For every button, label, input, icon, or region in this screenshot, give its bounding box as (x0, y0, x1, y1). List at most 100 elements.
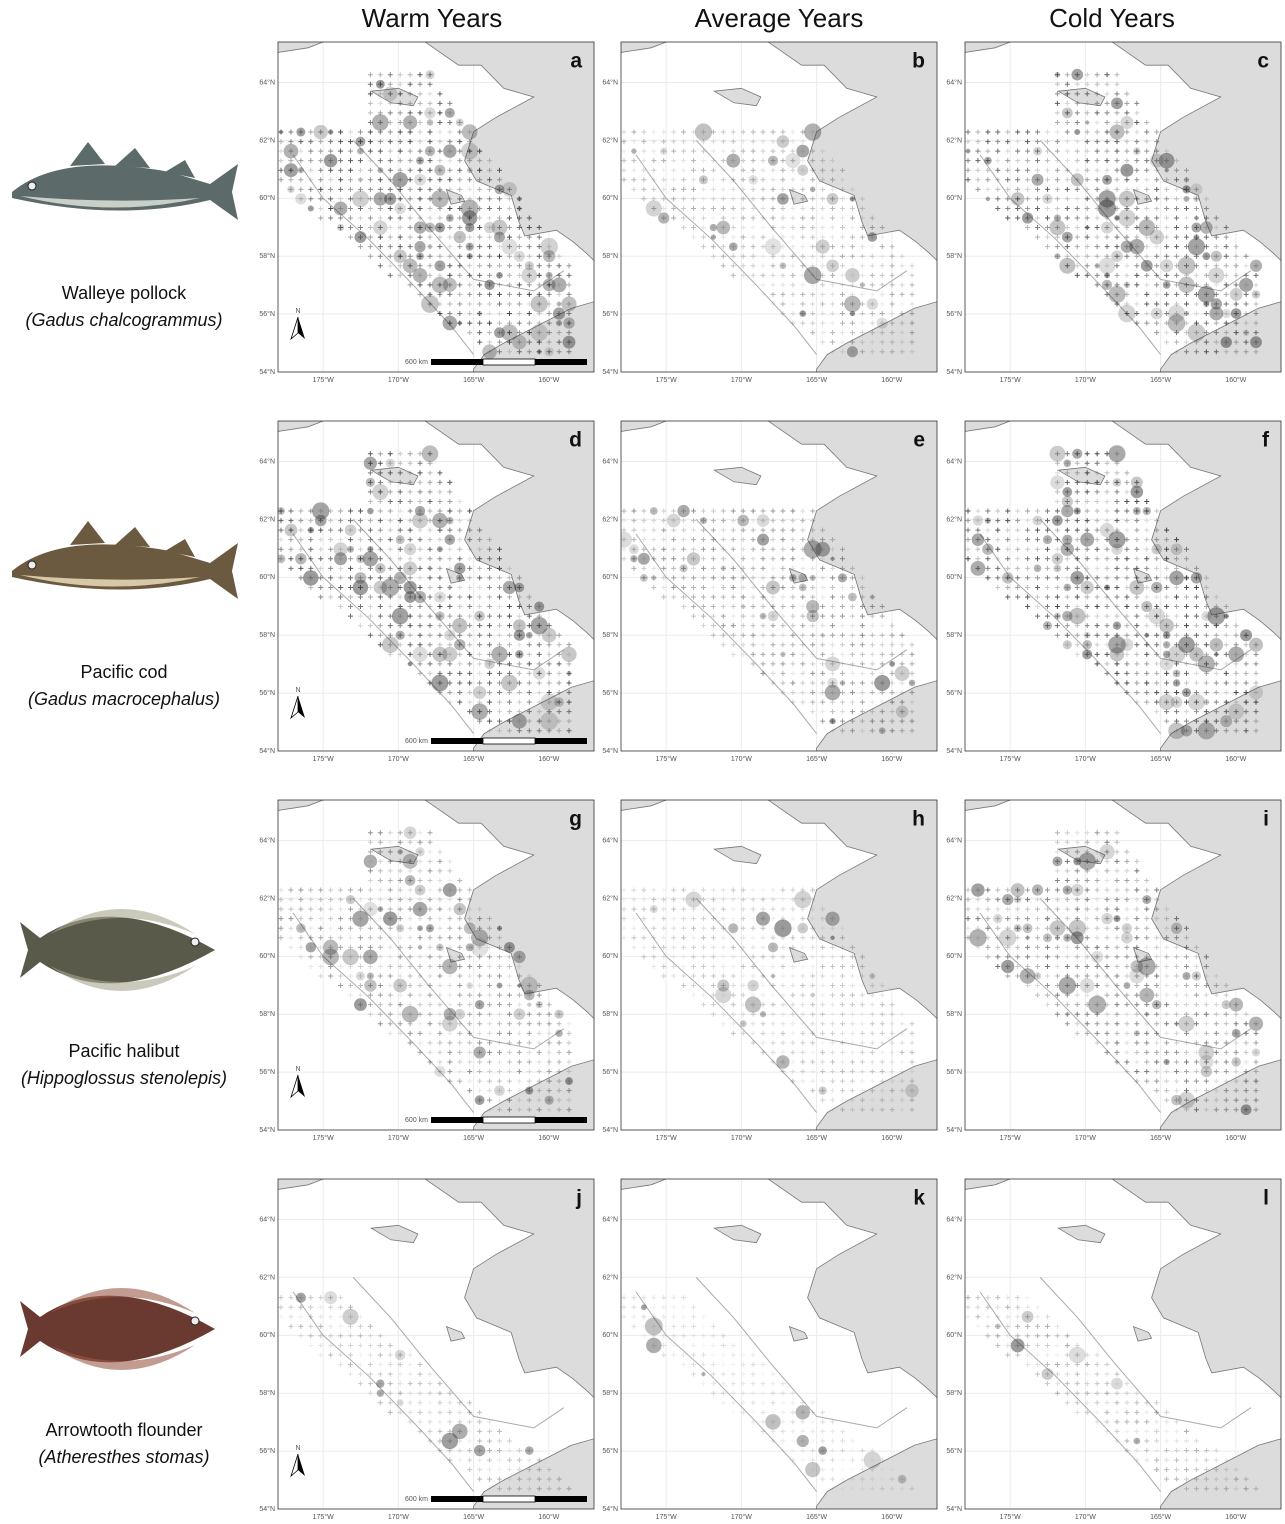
catch-circle (710, 224, 717, 231)
lat-tick-label: 60°N (602, 573, 618, 581)
lat-tick-label: 62°N (602, 136, 618, 144)
catch-circle (396, 924, 404, 932)
catch-circle (364, 855, 377, 868)
catch-circle (1054, 214, 1061, 221)
catch-circle (726, 154, 740, 168)
lat-tick-label: 64°N (602, 78, 618, 86)
catch-circle (1020, 968, 1036, 984)
catch-circle (432, 513, 447, 528)
catch-circle (1178, 636, 1195, 653)
catch-circle (1054, 253, 1060, 259)
catch-circle (377, 906, 383, 912)
catch-circle (711, 235, 716, 240)
catch-circle (1163, 281, 1171, 289)
catch-circle (1174, 1022, 1178, 1026)
catch-circle (780, 262, 787, 269)
catch-circle (501, 675, 518, 692)
catch-circle (982, 544, 993, 555)
catch-circle (1221, 336, 1232, 347)
north-label: N (295, 308, 300, 315)
catch-circle (1198, 286, 1215, 303)
catch-circle (1173, 670, 1181, 678)
catch-circle (517, 196, 522, 201)
catch-circle (363, 950, 378, 965)
catch-circle (557, 301, 562, 306)
catch-circle (466, 243, 474, 251)
catch-circle (563, 336, 576, 349)
catch-circle (1250, 336, 1262, 348)
catch-circle (494, 1085, 505, 1096)
catch-circle (1138, 958, 1156, 976)
catch-circle (1133, 507, 1141, 515)
lat-tick-label: 62°N (259, 136, 275, 144)
catch-circle (372, 114, 389, 131)
catch-circle (312, 502, 329, 519)
lat-tick-label: 54°N (259, 747, 275, 755)
catch-circle (355, 231, 367, 243)
panel-letter: b (912, 50, 925, 73)
catch-circle (284, 144, 299, 159)
catch-circle (1102, 280, 1112, 290)
catch-circle (651, 575, 656, 580)
catch-circle (966, 149, 971, 154)
catch-circle (631, 148, 636, 153)
lat-tick-label: 56°N (259, 1068, 275, 1076)
catch-circle (328, 129, 333, 134)
catch-circle (699, 175, 708, 184)
lat-tick-label: 60°N (602, 952, 618, 960)
catch-circle (658, 212, 669, 223)
catch-circle (1178, 257, 1196, 275)
scale-bar (483, 1117, 535, 1123)
scale-bar-label: 600 km (405, 738, 428, 745)
catch-circle (1159, 153, 1175, 169)
catch-circle (717, 221, 731, 235)
lon-tick-label: 165°W (1150, 755, 1171, 763)
catch-circle (679, 564, 687, 572)
panel-letter: a (570, 50, 582, 73)
catch-circle (531, 324, 548, 341)
catch-circle (616, 532, 632, 548)
catch-circle (747, 980, 758, 991)
catch-circle (1138, 219, 1155, 236)
catch-circle (796, 145, 809, 158)
lon-tick-label: 160°W (538, 755, 559, 763)
catch-circle (415, 885, 426, 896)
catch-circle (1052, 515, 1063, 526)
catch-circle (503, 581, 516, 594)
catch-circle (295, 553, 306, 564)
lon-tick-label: 160°W (881, 376, 902, 384)
lat-tick-label: 60°N (259, 573, 275, 581)
catch-circle (426, 924, 434, 932)
catch-circle (452, 618, 467, 633)
catch-circle (531, 617, 548, 634)
catch-circle (434, 591, 446, 603)
lon-tick-label: 175°W (656, 1134, 677, 1142)
catch-circle (1164, 1059, 1170, 1065)
lon-tick-label: 160°W (881, 755, 902, 763)
catch-circle (677, 505, 689, 517)
catch-circle (456, 574, 463, 581)
catch-circle (774, 920, 791, 937)
catch-circle (540, 238, 558, 256)
catch-circle (415, 847, 424, 856)
catch-circle (815, 542, 830, 557)
catch-circle (1001, 960, 1014, 973)
catch-circle (414, 174, 426, 186)
catch-circle (1241, 1104, 1252, 1115)
lat-tick-label: 64°N (259, 78, 275, 86)
catch-circle (377, 167, 383, 173)
catch-circle (364, 457, 377, 470)
lat-tick-label: 56°N (602, 310, 618, 318)
catch-circle (1229, 998, 1243, 1012)
catch-circle (345, 524, 357, 536)
catch-circle (728, 923, 738, 933)
catch-circle (1062, 108, 1073, 119)
catch-circle (408, 661, 413, 666)
catch-circle (985, 517, 991, 523)
catch-circle (757, 534, 769, 546)
catch-circle (1141, 260, 1153, 272)
catch-circle (1200, 221, 1213, 234)
lon-tick-label: 175°W (313, 755, 334, 763)
